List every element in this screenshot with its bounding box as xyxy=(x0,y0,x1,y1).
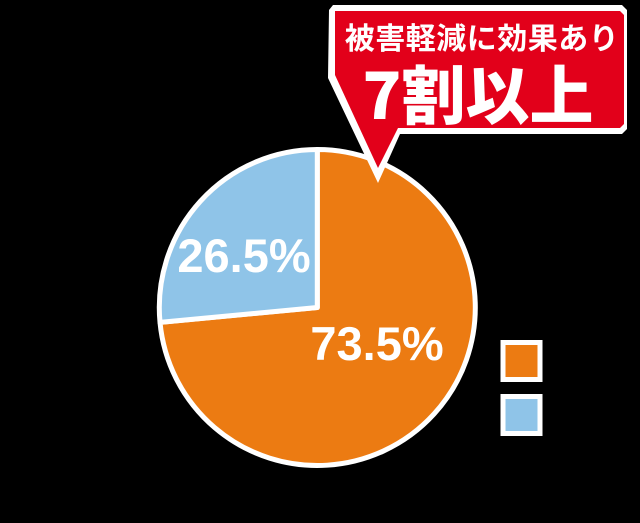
svg-text:26.5%: 26.5% xyxy=(177,229,310,282)
svg-text:73.5%: 73.5% xyxy=(310,317,443,370)
svg-text:7割以上: 7割以上 xyxy=(363,46,594,138)
